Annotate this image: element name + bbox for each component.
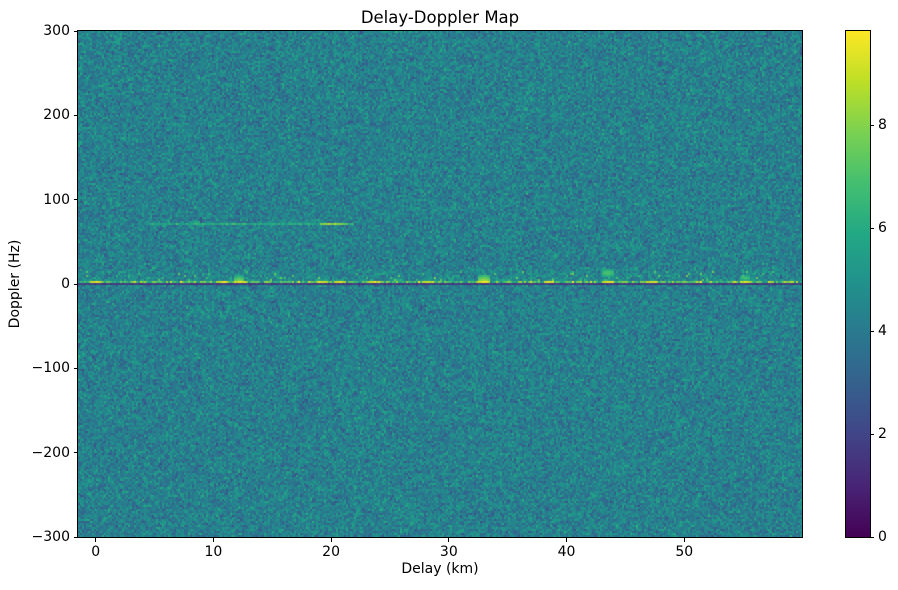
y-tick-label: −200: [31, 444, 70, 461]
x-tick-label: 50: [675, 544, 694, 560]
x-tick-label: 40: [557, 544, 576, 560]
y-tick-mark: [74, 452, 78, 454]
x-axis-label: Delay (km): [401, 561, 479, 577]
y-tick-label: 300: [43, 23, 70, 39]
y-tick-mark: [74, 536, 78, 538]
colorbar-tick-mark: [870, 330, 874, 332]
y-tick-label: 100: [43, 191, 70, 208]
colorbar-tick-mark: [870, 433, 874, 435]
y-tick-mark: [74, 283, 78, 285]
colorbar-tick-label: 0: [878, 529, 887, 545]
colorbar-tick-mark: [870, 124, 874, 126]
y-tick-label: 0: [61, 276, 70, 292]
colorbar-tick-mark: [870, 536, 874, 538]
x-tick-label: 30: [439, 544, 458, 560]
x-tick-mark: [95, 538, 97, 542]
colorbar-tick-label: 6: [878, 220, 887, 237]
x-tick-mark: [683, 538, 685, 542]
x-tick-mark: [330, 538, 332, 542]
x-tick-mark: [566, 538, 568, 542]
colorbar-tick-label: 2: [878, 426, 887, 443]
x-tick-mark: [448, 538, 450, 542]
x-tick-label: 20: [322, 544, 340, 560]
y-tick-label: −100: [31, 360, 70, 377]
colorbar-tick-label: 8: [878, 117, 887, 134]
y-tick-mark: [74, 199, 78, 201]
colorbar: [845, 30, 871, 538]
chart-title: Delay-Doppler Map: [360, 8, 520, 27]
y-tick-mark: [74, 114, 78, 116]
delay-doppler-heatmap: [77, 30, 803, 538]
y-tick-label: −300: [31, 529, 70, 545]
x-tick-label: 10: [204, 544, 223, 560]
x-tick-mark: [212, 538, 214, 542]
y-tick-mark: [74, 367, 78, 369]
y-tick-label: 200: [43, 107, 70, 124]
colorbar-tick-label: 4: [878, 323, 887, 340]
colorbar-tick-mark: [870, 227, 874, 229]
x-tick-label: 0: [91, 544, 101, 560]
y-tick-mark: [74, 30, 78, 32]
